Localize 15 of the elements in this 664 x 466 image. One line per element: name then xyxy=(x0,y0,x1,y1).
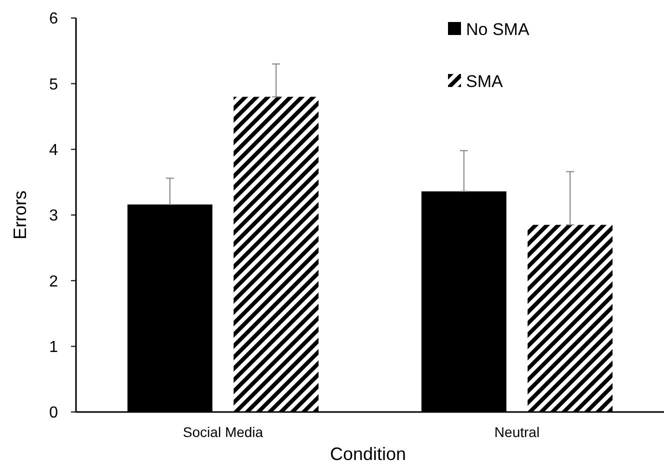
y-tick-label: 2 xyxy=(49,273,58,290)
y-tick-label: 1 xyxy=(49,338,58,356)
legend-label: SMA xyxy=(466,72,504,91)
y-tick-label: 0 xyxy=(49,404,58,422)
x-axis-title: Condition xyxy=(330,444,406,464)
legend-label: No SMA xyxy=(466,20,530,39)
x-tick-label: Social Media xyxy=(182,424,264,440)
bar xyxy=(234,96,319,412)
y-tick-label: 4 xyxy=(49,142,58,159)
y-axis-title: Errors xyxy=(10,190,30,240)
x-tick-label: Neutral xyxy=(494,424,540,440)
bar xyxy=(528,224,613,412)
y-tick-label: 3 xyxy=(49,208,58,225)
y-tick-label: 5 xyxy=(49,76,58,94)
y-tick-label: 6 xyxy=(49,10,58,28)
